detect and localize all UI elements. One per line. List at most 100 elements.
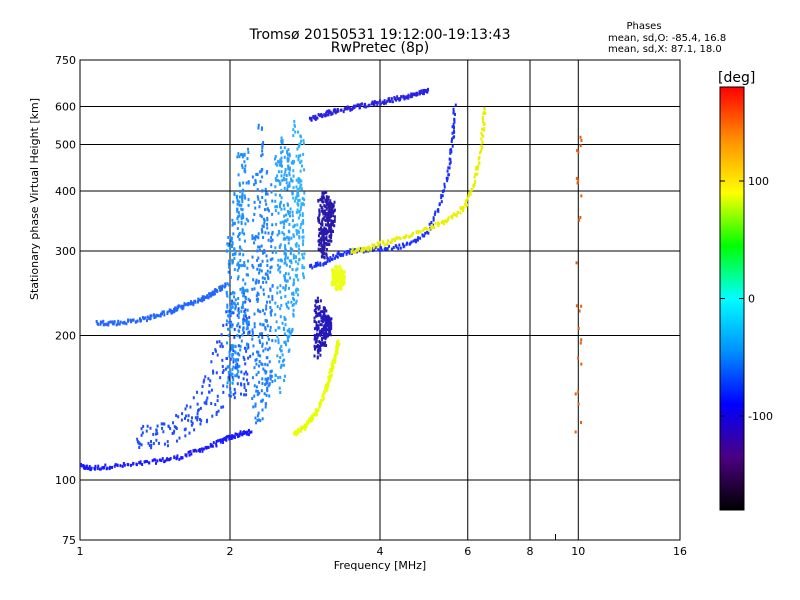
column-point — [325, 344, 328, 348]
trace-point — [209, 292, 212, 296]
column-point — [227, 242, 230, 246]
column-point — [331, 222, 334, 226]
band-point — [231, 323, 234, 327]
column-point — [301, 266, 304, 270]
band-point — [200, 419, 203, 423]
column-point — [575, 261, 578, 265]
column-point — [238, 181, 241, 185]
column-point — [302, 272, 305, 276]
column-point — [255, 385, 258, 389]
column-point — [321, 229, 324, 233]
trace-point — [166, 311, 169, 315]
column-point — [231, 367, 234, 371]
trace-point — [372, 246, 375, 250]
column-point — [325, 309, 328, 313]
column-point — [238, 264, 241, 268]
column-point — [291, 192, 294, 196]
band-point — [166, 444, 169, 448]
band-point — [225, 310, 228, 314]
trace-point — [134, 320, 137, 324]
trace-point — [376, 241, 379, 245]
column-point — [302, 235, 305, 239]
column-point — [243, 194, 246, 198]
column-point — [263, 221, 266, 225]
column-point — [242, 289, 245, 293]
trace-point — [350, 250, 353, 254]
trace-point — [457, 211, 460, 215]
column-point — [262, 235, 265, 239]
column-point — [260, 269, 263, 273]
trace-point — [185, 453, 188, 457]
column-point — [285, 219, 288, 223]
trace-point — [315, 116, 318, 120]
column-point — [238, 200, 241, 204]
column-point — [258, 380, 261, 384]
band-point — [215, 413, 218, 417]
trace-point — [404, 236, 407, 240]
band-point — [248, 331, 251, 335]
trace-point — [155, 313, 158, 317]
column-point — [299, 161, 302, 165]
column-point — [227, 283, 230, 287]
column-point — [290, 292, 293, 296]
column-point — [279, 159, 282, 163]
trace-point — [201, 295, 204, 299]
column-point — [329, 322, 332, 326]
column-point — [225, 249, 228, 253]
column-point — [238, 155, 241, 159]
trace-point — [248, 431, 251, 435]
trace-point — [318, 113, 321, 117]
band-point — [236, 362, 239, 366]
column-point — [323, 241, 326, 245]
column-point — [316, 305, 319, 309]
column-point — [328, 239, 331, 243]
column-point — [230, 239, 233, 243]
column-point — [297, 191, 300, 195]
column-point — [255, 297, 258, 301]
column-point — [298, 198, 301, 202]
column-point — [283, 379, 286, 383]
column-point — [253, 241, 256, 245]
trace-point — [310, 414, 313, 418]
band-point — [238, 325, 241, 329]
column-point — [245, 327, 248, 331]
column-point — [286, 153, 289, 157]
column-point — [257, 264, 260, 268]
column-point — [237, 173, 240, 177]
trace-point — [334, 353, 337, 357]
column-point — [282, 225, 285, 229]
column-point — [288, 154, 291, 158]
y-tick-label: 500 — [55, 139, 76, 152]
column-point — [328, 226, 331, 230]
column-point — [231, 260, 234, 264]
column-point — [318, 238, 321, 242]
column-point — [292, 278, 295, 282]
column-point — [300, 183, 303, 187]
column-point — [262, 308, 265, 312]
trace-point — [389, 99, 392, 103]
column-point — [316, 296, 319, 300]
trace-point — [311, 414, 314, 418]
column-point — [341, 276, 344, 280]
column-point — [282, 286, 285, 290]
trace-point — [184, 453, 187, 457]
column-point — [271, 380, 274, 384]
column-point — [246, 326, 249, 330]
trace-point — [373, 100, 376, 104]
column-point — [332, 219, 335, 223]
band-point — [185, 414, 188, 418]
column-point — [246, 288, 249, 292]
column-point — [290, 177, 293, 181]
column-point — [313, 316, 316, 320]
column-point — [326, 324, 329, 328]
column-point — [337, 285, 340, 289]
column-point — [319, 310, 322, 314]
column-point — [251, 337, 254, 341]
trace-point — [383, 243, 386, 247]
column-point — [324, 223, 327, 227]
band-point — [237, 307, 240, 311]
column-point — [261, 335, 264, 339]
trace-point — [375, 100, 378, 104]
column-point — [327, 195, 330, 199]
column-point — [251, 175, 254, 179]
